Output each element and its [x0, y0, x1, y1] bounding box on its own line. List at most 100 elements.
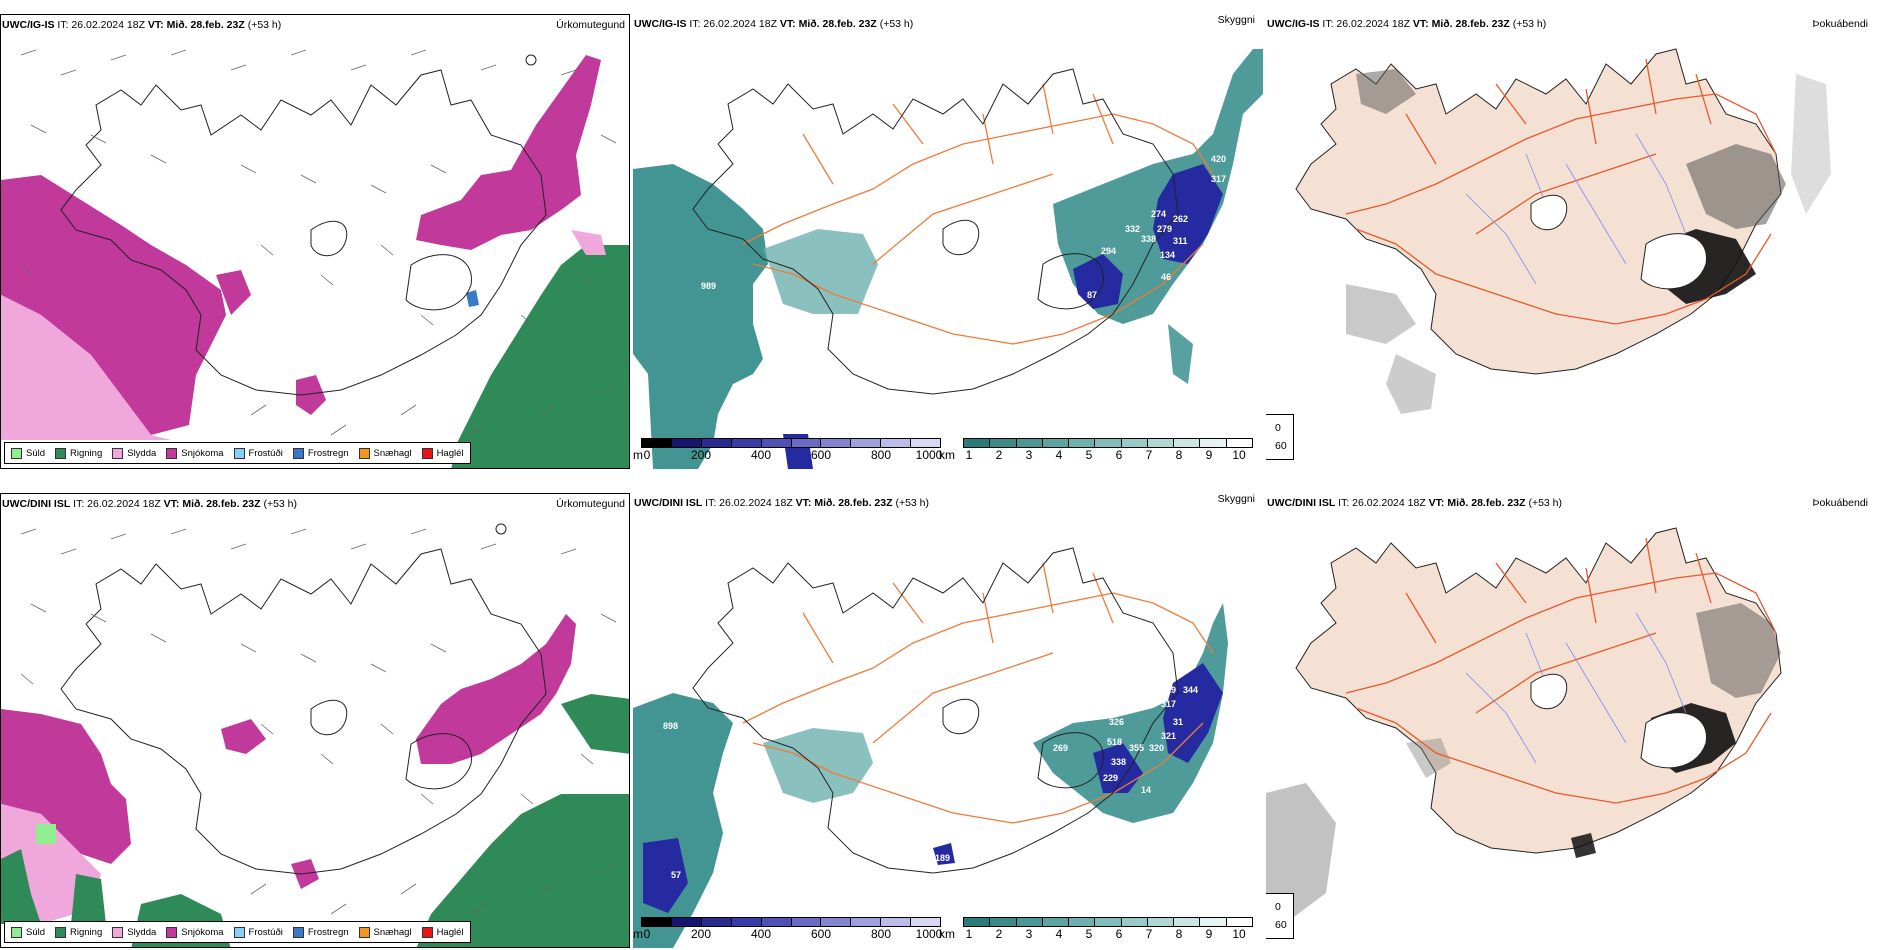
vis-label: 14	[1141, 785, 1151, 795]
vis-label: 338	[1141, 234, 1156, 244]
snow-area	[1, 180, 51, 225]
scale-bar-m	[641, 438, 941, 448]
lead-time: (+53 h)	[1512, 18, 1547, 30]
vis-label: 338	[1111, 757, 1126, 767]
field-name: Úrkomutegund	[556, 19, 625, 31]
vis-label: 518	[1107, 737, 1122, 747]
panel-title: UWC/DINI ISL IT: 26.02.2024 18Z VT: Mið.…	[634, 497, 929, 509]
panel-visibility-row1: UWC/IG-IS IT: 26.02.2024 18Z VT: Mið. 28…	[633, 14, 1263, 469]
fog-legend-row: 0	[1266, 898, 1287, 916]
rain-area	[451, 245, 629, 468]
vis-label: 989	[701, 281, 716, 291]
rain-area	[416, 794, 629, 947]
panel-fog-row2: UWC/DINI ISL IT: 26.02.2024 18Z VT: Mið.…	[1266, 493, 1896, 948]
visibility-scale-m: m 0 200 400 600 800 1000	[633, 438, 942, 466]
legend-item-rain: Rigning	[55, 926, 102, 938]
roads	[742, 83, 1214, 345]
snow-area	[1, 175, 226, 435]
glacier-outline	[1037, 253, 1104, 310]
snow-area	[296, 375, 326, 415]
snow-area	[221, 719, 266, 754]
rain-area	[1, 849, 41, 924]
roads	[1345, 58, 1777, 325]
fog-low-visibility	[1033, 603, 1228, 823]
glacier-outline	[405, 733, 472, 790]
init-time: IT: 26.02.2024 18Z	[705, 497, 793, 509]
field-name: Þokuábendi	[1812, 497, 1868, 509]
fog-low-visibility	[633, 693, 733, 948]
init-time: IT: 26.02.2024 18Z	[1322, 18, 1410, 30]
iceland-outline	[60, 69, 547, 396]
vis-label: 420	[1138, 699, 1153, 709]
snow-area	[216, 270, 251, 315]
fog-legend: 0 60	[1266, 414, 1294, 460]
glacier-outline	[942, 219, 980, 256]
valid-time: VT: Mið. 28.feb. 23Z	[779, 18, 877, 30]
vis-label: 294	[1101, 246, 1116, 256]
valid-time: VT: Mið. 28.feb. 23Z	[1428, 497, 1526, 509]
legend-item-freezing-drizzle: Frostúði	[233, 447, 283, 459]
vis-label: 329	[1161, 685, 1176, 695]
glacier-white	[1640, 712, 1707, 769]
legend-item-freezing-rain: Frostregn	[292, 447, 349, 459]
visibility-scale-km: km 1 2 3 4 5 6 7 8 9 10	[939, 917, 1253, 945]
drizzle-area	[36, 824, 56, 844]
fog-low-visibility	[1053, 49, 1263, 324]
vis-label: 57	[671, 870, 681, 880]
legend-item-drizzle: Súld	[11, 447, 45, 459]
wind-barbs	[20, 528, 617, 915]
model-name: UWC/IG-IS	[2, 19, 55, 31]
visibility-map: 989 973 85 420 317 274 262 332 279 338 3…	[633, 49, 1263, 469]
vis-label: 279	[1157, 224, 1172, 234]
legend-item-snow-pellets: Snæhagl	[358, 447, 412, 459]
vis-label: 23	[1185, 296, 1195, 306]
vis-label: 269	[1053, 743, 1068, 753]
panel-title: UWC/IG-IS IT: 26.02.2024 18Z VT: Mið. 28…	[634, 18, 913, 30]
vis-label: 163	[1043, 278, 1058, 288]
vis-label: 311	[1173, 236, 1188, 246]
precip-type-legend: Súld Rigning Slydda Snjókoma Frostúði Fr…	[4, 442, 471, 464]
panel-fog-row1: UWC/IG-IS IT: 26.02.2024 18Z VT: Mið. 28…	[1266, 14, 1896, 469]
vis-label: 332	[1125, 224, 1140, 234]
lead-time: (+53 h)	[1528, 497, 1563, 509]
glacier-outline	[405, 254, 472, 311]
visibility-labels: 989 973 85 420 317 274 262 332 279 338 3…	[701, 154, 1226, 426]
vis-label: 355	[1129, 743, 1144, 753]
vis-label: 134	[1160, 250, 1175, 260]
legend-item-sleet: Slydda	[112, 926, 156, 938]
init-time: IT: 26.02.2024 18Z	[689, 18, 777, 30]
precip-type-map	[1, 523, 629, 947]
field-name: Úrkomutegund	[556, 498, 625, 510]
sleet-area	[1, 295, 171, 440]
legend-item-snow-pellets: Snæhagl	[358, 926, 412, 938]
freezing-rain-dot	[466, 290, 479, 307]
wind-barbs	[20, 49, 617, 436]
fog-legend-row: 0	[1266, 419, 1287, 437]
rain-area	[71, 874, 106, 924]
roads	[742, 562, 1214, 824]
legend-item-freezing-drizzle: Frostúði	[233, 926, 283, 938]
glacier-outline	[1037, 732, 1104, 789]
vis-label: 189	[935, 853, 950, 863]
fog-patches	[1696, 603, 1781, 698]
init-time: IT: 26.02.2024 18Z	[73, 498, 161, 510]
lead-time: (+53 h)	[263, 498, 298, 510]
rain-area	[561, 694, 629, 754]
glacier-white	[1530, 194, 1568, 231]
fog-patches	[1356, 69, 1416, 114]
glacier-white	[1530, 673, 1568, 710]
model-name: UWC/DINI ISL	[2, 498, 71, 510]
visibility-scale-m: m 0 200 400 600 800 1000	[633, 917, 942, 945]
lead-time: (+53 h)	[879, 18, 914, 30]
vis-label: 126	[1061, 294, 1076, 304]
dense-fog	[643, 838, 688, 913]
dense-fog	[1153, 164, 1223, 264]
vis-label: 344	[1183, 685, 1198, 695]
panel-title: UWC/DINI ISL IT: 26.02.2024 18Z VT: Mið.…	[2, 498, 297, 510]
dense-fog	[1073, 254, 1123, 309]
snow-area	[416, 55, 601, 250]
scale-bar-km	[963, 438, 1253, 448]
panel-precip-type-row2: UWC/DINI ISL IT: 26.02.2024 18Z VT: Mið.…	[0, 493, 630, 948]
dense-fog	[933, 843, 955, 865]
rivers	[1465, 612, 1687, 764]
